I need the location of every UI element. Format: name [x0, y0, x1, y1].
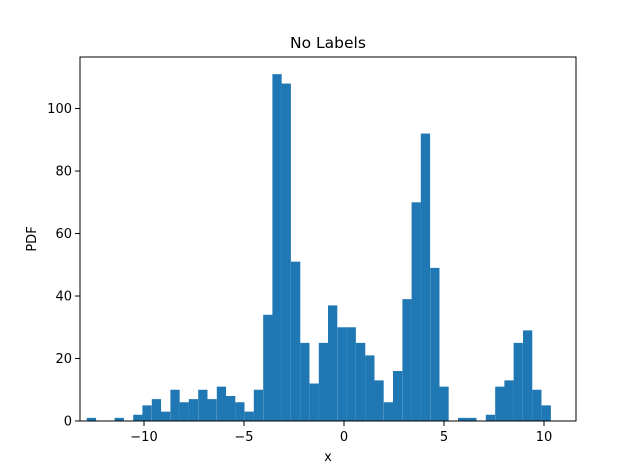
y-tick-label: 100 [47, 102, 72, 117]
histogram-bar [291, 261, 301, 421]
histogram-bar [467, 417, 477, 421]
x-tick-label: 5 [440, 430, 448, 445]
axes-frame [79, 56, 577, 422]
histogram-bar [244, 411, 254, 421]
histogram-bar [170, 389, 180, 421]
histogram-bar [114, 417, 124, 421]
x-axis-ticks: −10 −5 0 5 10 [130, 421, 552, 445]
histogram-bar [272, 74, 282, 422]
histogram-bar [263, 314, 273, 421]
histogram-bar [86, 417, 97, 421]
histogram-bar [346, 327, 356, 421]
histogram-bar [207, 399, 217, 421]
histogram-bar [188, 399, 199, 421]
histogram-bar [374, 380, 384, 421]
histogram-bar [513, 342, 523, 421]
histogram-bar [383, 402, 394, 421]
histogram-bar [179, 402, 189, 421]
histogram-bar [420, 133, 431, 422]
histogram-bar [430, 267, 440, 421]
histogram-bar [253, 389, 264, 421]
bars-group [86, 74, 551, 422]
histogram-bar [541, 405, 551, 421]
histogram-bar [198, 389, 208, 421]
histogram-bar [365, 355, 375, 421]
y-axis-ticks: 0 20 40 60 80 100 [47, 102, 80, 430]
histogram-bar [318, 342, 329, 421]
histogram-bar [309, 383, 319, 421]
chart-title: No Labels [290, 34, 366, 52]
histogram-bar [411, 202, 421, 421]
histogram-bar [393, 371, 403, 421]
histogram-bar [300, 342, 310, 421]
histogram-bar [504, 380, 514, 421]
y-axis-label: PDF [25, 226, 40, 251]
histogram-bar [133, 414, 143, 421]
histogram-bar [439, 386, 449, 421]
histogram-bar [402, 299, 412, 421]
x-tick-label: 0 [340, 430, 348, 445]
histogram-bar [142, 405, 152, 421]
histogram-bar [216, 386, 227, 421]
y-tick-label: 20 [55, 352, 72, 367]
y-tick-label: 0 [64, 415, 72, 430]
histogram-bar [235, 402, 245, 421]
histogram-bar [161, 411, 171, 421]
x-tick-label: 10 [536, 430, 553, 445]
histogram-bar [532, 389, 542, 421]
histogram-bar [337, 327, 347, 421]
histogram-bar [356, 342, 366, 421]
x-axis-label: x [324, 450, 332, 465]
y-tick-label: 40 [55, 290, 72, 305]
x-tick-label: −10 [130, 430, 157, 445]
histogram-bar [281, 83, 291, 421]
histogram-bar [328, 305, 338, 421]
histogram-bar [523, 330, 533, 421]
y-tick-label: 80 [55, 165, 72, 180]
histogram-bar [151, 399, 162, 421]
y-tick-label: 60 [55, 227, 72, 242]
histogram-bar [226, 396, 236, 421]
histogram-bar [495, 386, 505, 421]
x-tick-label: −5 [234, 430, 253, 445]
histogram-bar [485, 414, 496, 421]
histogram-bar [458, 417, 468, 421]
